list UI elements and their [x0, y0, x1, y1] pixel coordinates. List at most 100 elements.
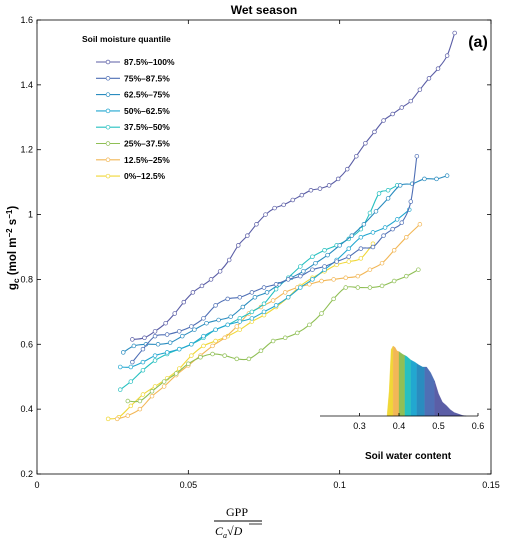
x-label-den-d: D — [233, 524, 243, 538]
data-point — [322, 247, 327, 253]
data-point — [130, 337, 135, 342]
data-point — [385, 196, 391, 201]
data-point — [331, 296, 336, 302]
data-point — [249, 290, 255, 295]
data-point — [201, 333, 206, 339]
series-75-87-5- — [130, 153, 420, 365]
legend-entry: 62.5%–75% — [124, 90, 170, 100]
data-point — [417, 222, 423, 227]
data-point — [140, 346, 146, 352]
data-point — [261, 285, 267, 290]
data-point — [408, 98, 414, 104]
inset-xlabel: Soil water content — [365, 451, 452, 462]
legend-entry: 25%–37.5% — [124, 139, 170, 149]
legend-entry: 50%–62.5% — [124, 106, 170, 116]
data-point — [263, 212, 268, 217]
data-point — [117, 364, 123, 370]
data-point — [228, 314, 233, 319]
data-point — [249, 316, 255, 321]
data-point — [346, 254, 351, 259]
data-point — [252, 295, 258, 300]
legend-entry: 12.5%–25% — [124, 155, 170, 165]
x-label-denominator: Ca√D — [215, 524, 243, 540]
x-tick-label: 0.15 — [482, 480, 500, 490]
data-point — [236, 243, 241, 248]
data-point — [210, 351, 215, 357]
data-point — [213, 327, 218, 332]
density-band — [392, 345, 400, 417]
data-point — [198, 355, 203, 360]
data-point — [270, 298, 276, 303]
data-point — [234, 356, 240, 362]
data-point — [322, 264, 327, 269]
plot-frame — [36, 19, 492, 475]
series-line — [122, 175, 448, 353]
legend-entry: 0%–12.5% — [124, 171, 166, 181]
data-point — [201, 316, 206, 321]
data-point — [128, 403, 134, 409]
data-point — [307, 322, 312, 328]
data-point — [149, 389, 155, 394]
data-point — [140, 359, 146, 365]
density-band — [416, 363, 425, 417]
data-point — [180, 333, 185, 339]
data-point — [125, 398, 131, 404]
inset-tick-label: 0.5 — [432, 421, 445, 431]
data-point — [355, 273, 361, 279]
x-label-den-a: a — [223, 531, 227, 540]
y-tick-label: 1.2 — [20, 145, 33, 155]
data-point — [216, 317, 221, 323]
data-point — [105, 416, 111, 422]
x-label-numerator: GPP — [226, 505, 248, 519]
series-62-5-75- — [121, 173, 450, 355]
data-point — [335, 176, 341, 182]
data-point — [346, 259, 351, 264]
y-axis-label: gc (mol m−2 s−1) — [5, 206, 21, 291]
data-point — [210, 343, 215, 349]
data-point — [354, 153, 359, 159]
data-point — [397, 183, 403, 188]
data-point — [273, 303, 279, 308]
y-tick-label: 1.4 — [20, 80, 33, 90]
y-tick-label: 1 — [28, 210, 33, 220]
data-point — [343, 285, 348, 290]
data-point — [337, 243, 342, 248]
data-point — [273, 286, 279, 292]
data-point — [155, 342, 161, 347]
data-point — [435, 66, 441, 71]
data-point — [361, 222, 367, 227]
series-25-37-5- — [125, 267, 421, 404]
data-point — [325, 252, 330, 258]
data-point — [358, 235, 364, 240]
data-point — [379, 283, 385, 289]
data-point — [226, 257, 232, 263]
data-point — [181, 299, 187, 305]
chart-title: Wet season — [231, 3, 297, 17]
data-point — [370, 230, 376, 235]
data-point — [264, 290, 270, 295]
y-tick-label: 1.6 — [20, 15, 33, 25]
data-point — [363, 140, 368, 146]
x-tick-label: 0 — [34, 480, 39, 490]
data-point — [310, 254, 315, 259]
data-point — [249, 309, 255, 315]
data-point — [310, 267, 315, 272]
x-label-den-c: C — [215, 524, 224, 538]
data-point — [370, 244, 376, 250]
data-point — [173, 371, 179, 376]
data-point — [130, 359, 135, 365]
data-point — [225, 296, 230, 302]
data-point — [434, 176, 439, 182]
legend-entry: 75%–87.5% — [124, 73, 170, 83]
data-point — [131, 343, 137, 349]
data-point — [367, 210, 373, 216]
data-point — [422, 176, 427, 182]
y-label-sup2: −1 — [5, 209, 14, 219]
data-point — [301, 269, 306, 274]
data-point — [149, 393, 155, 399]
data-point — [201, 343, 206, 349]
data-point — [213, 338, 218, 344]
data-point — [152, 353, 158, 358]
data-point — [343, 275, 348, 281]
data-point — [217, 269, 223, 274]
